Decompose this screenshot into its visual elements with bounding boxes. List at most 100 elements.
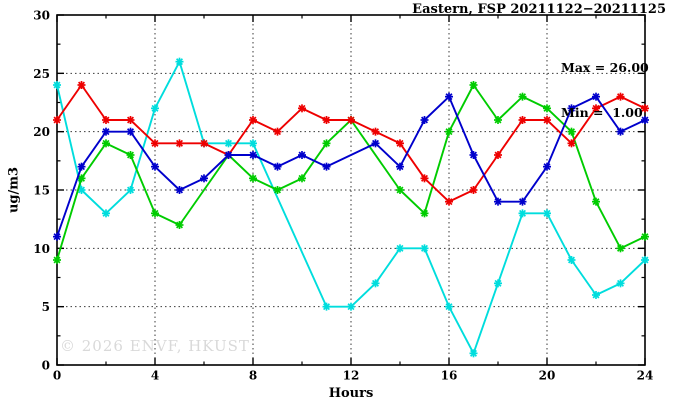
series-green-marker	[641, 232, 649, 241]
series-cyan-marker	[518, 209, 527, 218]
series-green-marker	[53, 256, 61, 264]
series-green-marker	[616, 244, 625, 253]
series-red-marker	[347, 116, 355, 124]
series-blue-marker	[420, 116, 429, 124]
series-green-marker	[469, 81, 478, 89]
series-blue-marker	[592, 92, 600, 101]
series-cyan-marker	[420, 244, 429, 253]
x-tick-label: 24	[637, 369, 654, 383]
series-blue-marker	[469, 151, 478, 159]
series-cyan-marker	[567, 256, 576, 264]
x-tick-label: 4	[151, 369, 159, 383]
series-cyan-marker	[224, 139, 233, 148]
series-red-marker	[420, 174, 429, 183]
series-blue-marker	[224, 151, 233, 159]
series-red-marker	[543, 116, 551, 124]
series-blue-marker	[494, 197, 502, 206]
series-blue-marker	[273, 162, 282, 171]
chart-title: Eastern, FSP 20211122−20211125	[412, 2, 666, 17]
series-red-marker	[249, 116, 257, 124]
series-red-marker	[175, 139, 184, 148]
series-blue-marker	[126, 127, 135, 136]
series-green-marker	[445, 127, 453, 136]
series-cyan-marker	[469, 349, 478, 358]
max-value-label: Max = 26.00	[561, 60, 649, 75]
series-green-marker	[420, 209, 429, 218]
x-axis-title: Hours	[328, 386, 374, 401]
series-blue-marker	[445, 92, 453, 101]
series-blue-marker	[200, 174, 208, 183]
series-blue-marker	[151, 162, 159, 171]
series-cyan-marker	[592, 291, 600, 299]
min-value-label: Min = 1.00	[561, 105, 643, 120]
series-blue-marker	[298, 151, 306, 159]
series-green-marker	[126, 151, 135, 159]
y-tick-label: 25	[33, 67, 50, 81]
series-cyan-marker	[322, 302, 331, 311]
series-red-marker	[298, 104, 306, 113]
watermark: © 2026 ENVF, HKUST	[60, 337, 250, 355]
series-red-marker	[396, 139, 404, 148]
series-red-marker	[445, 197, 453, 206]
series-red-marker	[77, 81, 86, 89]
series-red-marker	[102, 116, 110, 124]
series-cyan-marker	[616, 279, 625, 288]
series-green-marker	[102, 139, 110, 148]
series-blue-marker	[518, 197, 527, 206]
y-tick-label: 5	[42, 300, 50, 314]
y-tick-label: 30	[33, 9, 50, 23]
series-cyan-marker	[396, 244, 404, 253]
x-tick-label: 0	[53, 369, 61, 383]
series-green-marker	[298, 174, 306, 183]
series-red-marker	[371, 127, 380, 136]
x-tick-label: 12	[343, 369, 360, 383]
series-red-marker	[616, 92, 625, 101]
series-cyan-marker	[126, 186, 135, 194]
series-red-marker	[469, 186, 478, 194]
x-tick-label: 16	[441, 369, 458, 383]
series-blue-marker	[616, 127, 625, 136]
series-green-marker	[592, 197, 600, 206]
stats-annotation: Max = 26.00 Min = 1.00	[561, 30, 649, 150]
series-green-marker	[249, 174, 257, 183]
series-red-marker	[518, 116, 527, 124]
series-blue-marker	[77, 162, 86, 171]
y-tick-label: 15	[33, 184, 50, 198]
series-red-marker	[151, 139, 159, 148]
series-red-marker	[273, 127, 282, 136]
series-green-marker	[567, 127, 576, 136]
series-green-marker	[494, 116, 502, 124]
series-cyan-marker	[102, 209, 110, 218]
x-tick-label: 20	[539, 369, 556, 383]
series-red-marker	[641, 104, 649, 113]
series-green-marker	[396, 186, 404, 194]
series-cyan-marker	[175, 57, 184, 66]
y-axis-title: ug/m3	[6, 166, 22, 214]
series-red-marker	[126, 116, 135, 124]
series-blue-marker	[175, 186, 184, 194]
series-cyan-marker	[151, 104, 159, 113]
y-tick-label: 0	[42, 359, 50, 373]
y-tick-label: 20	[33, 125, 50, 139]
series-green-marker	[518, 92, 527, 101]
series-red-marker	[567, 139, 576, 148]
series-blue-marker	[641, 116, 649, 124]
series-cyan-marker	[494, 279, 502, 288]
x-tick-label: 8	[249, 369, 257, 383]
series-blue-marker	[322, 162, 331, 171]
series-cyan-marker	[249, 139, 257, 148]
series-blue-marker	[543, 162, 551, 171]
series-red-marker	[322, 116, 331, 124]
series-green-marker	[175, 221, 184, 229]
series-red-marker	[494, 151, 502, 159]
series-blue-marker	[371, 139, 380, 148]
series-blue-marker	[567, 104, 576, 113]
series-green-marker	[273, 186, 282, 194]
series-green-marker	[322, 139, 331, 148]
series-blue-marker	[249, 151, 257, 159]
series-cyan-marker	[53, 81, 61, 89]
series-red-marker	[200, 139, 208, 148]
series-green-marker	[543, 104, 551, 113]
